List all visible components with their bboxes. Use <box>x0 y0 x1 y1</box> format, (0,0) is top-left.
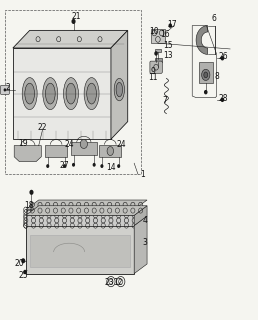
Bar <box>26 210 134 226</box>
Circle shape <box>221 98 224 102</box>
Ellipse shape <box>84 78 99 109</box>
Text: 23: 23 <box>104 278 114 287</box>
Polygon shape <box>14 146 41 162</box>
Circle shape <box>93 163 96 167</box>
Text: 22: 22 <box>38 124 47 132</box>
Circle shape <box>154 51 158 56</box>
Text: 20: 20 <box>14 260 24 268</box>
Polygon shape <box>45 145 67 157</box>
Bar <box>151 29 165 43</box>
Polygon shape <box>196 26 208 54</box>
Ellipse shape <box>45 83 55 104</box>
Circle shape <box>72 163 75 167</box>
Text: 1: 1 <box>140 170 145 179</box>
Text: 24: 24 <box>117 140 127 149</box>
Ellipse shape <box>63 78 78 109</box>
Polygon shape <box>134 216 147 274</box>
Circle shape <box>221 56 224 60</box>
FancyBboxPatch shape <box>1 85 9 94</box>
Bar <box>26 215 134 226</box>
Text: 14: 14 <box>107 163 116 172</box>
Polygon shape <box>26 206 147 215</box>
Text: 15: 15 <box>163 41 173 50</box>
Circle shape <box>4 88 6 92</box>
Ellipse shape <box>204 72 208 78</box>
Bar <box>155 49 161 52</box>
Text: 4: 4 <box>143 216 147 225</box>
Polygon shape <box>111 30 128 139</box>
Polygon shape <box>99 145 121 157</box>
Circle shape <box>71 19 76 24</box>
Circle shape <box>168 23 172 28</box>
Circle shape <box>21 258 25 263</box>
Text: 6: 6 <box>211 14 216 23</box>
Bar <box>13 48 111 139</box>
Bar <box>155 58 162 62</box>
Polygon shape <box>71 142 97 155</box>
Text: 3: 3 <box>143 238 147 247</box>
Text: 11: 11 <box>149 73 158 82</box>
Circle shape <box>204 90 207 94</box>
Text: 21: 21 <box>71 12 81 21</box>
Polygon shape <box>13 30 128 48</box>
Text: 25: 25 <box>18 271 28 280</box>
Polygon shape <box>134 206 147 226</box>
Bar <box>5 10 141 174</box>
Ellipse shape <box>116 82 123 97</box>
Text: 16: 16 <box>160 30 170 39</box>
Ellipse shape <box>66 83 76 104</box>
Text: 18: 18 <box>24 201 34 210</box>
Circle shape <box>100 164 103 168</box>
Ellipse shape <box>25 83 35 104</box>
Bar <box>199 62 213 83</box>
Ellipse shape <box>43 78 58 109</box>
Text: 12: 12 <box>114 278 123 287</box>
Text: 2: 2 <box>5 83 10 92</box>
Text: 10: 10 <box>149 27 159 36</box>
Circle shape <box>46 164 49 168</box>
Text: 27: 27 <box>59 161 69 170</box>
Circle shape <box>63 164 66 168</box>
Text: 8: 8 <box>215 72 220 81</box>
Text: 13: 13 <box>163 51 173 60</box>
Bar <box>30 235 130 267</box>
Text: 7: 7 <box>163 96 167 105</box>
Text: 24: 24 <box>65 140 75 149</box>
Ellipse shape <box>22 78 37 109</box>
Circle shape <box>23 270 27 274</box>
Circle shape <box>29 190 34 195</box>
Text: 19: 19 <box>18 140 28 148</box>
Circle shape <box>156 66 160 70</box>
Text: 17: 17 <box>167 20 177 29</box>
Circle shape <box>117 164 120 168</box>
FancyBboxPatch shape <box>150 61 162 73</box>
Text: 9: 9 <box>151 67 156 76</box>
Text: 28: 28 <box>218 94 228 103</box>
Polygon shape <box>26 200 147 210</box>
Ellipse shape <box>114 78 124 101</box>
Ellipse shape <box>107 147 114 156</box>
Ellipse shape <box>80 140 87 148</box>
Ellipse shape <box>87 83 96 104</box>
Ellipse shape <box>202 69 210 80</box>
Bar <box>26 226 134 274</box>
Text: 26: 26 <box>218 52 228 61</box>
